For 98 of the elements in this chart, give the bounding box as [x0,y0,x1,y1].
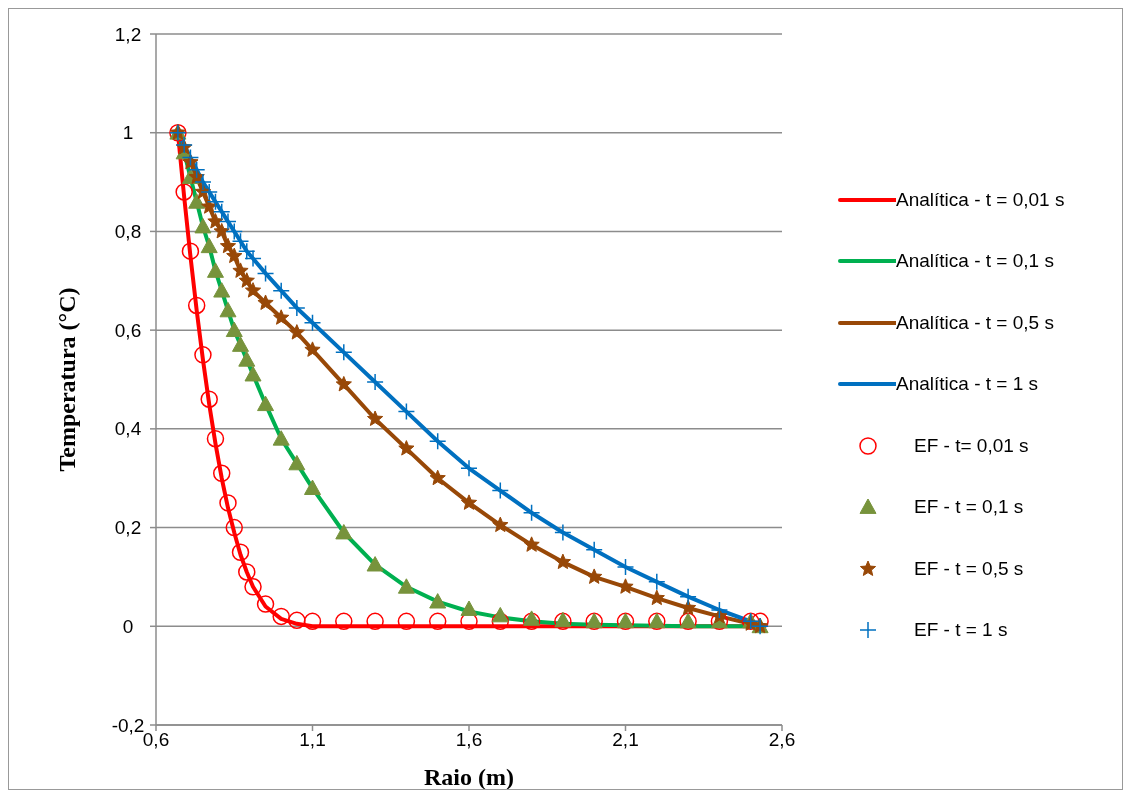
point [491,612,510,631]
point [398,440,415,456]
point [238,351,256,367]
point [554,553,572,570]
point [232,336,250,352]
point [428,432,447,450]
point [212,464,231,483]
point [187,296,206,315]
point [256,595,275,613]
x-tick-label: 1,1 [299,729,326,751]
point [554,523,572,542]
point [238,563,256,581]
point [429,469,446,486]
point [335,524,353,540]
y-tick-label: 0,8 [114,220,142,242]
point [523,610,541,626]
point [188,193,206,209]
point [213,282,231,298]
x-tick-label: 2,6 [768,729,796,751]
legend-label: EF - t = 0,5 s [914,557,1024,580]
point [181,242,200,260]
point [491,481,510,500]
point [206,262,224,278]
point [272,607,290,626]
point [273,309,290,325]
y-tick-label: 0,6 [114,319,142,341]
point [522,504,541,522]
legend-label: Analítica - t = 0,5 s [896,311,1054,334]
point [335,612,353,631]
point [200,237,218,254]
point [201,198,218,214]
point [366,410,384,426]
point [207,213,224,229]
point [219,237,237,254]
x-tick-label: 2,1 [612,729,639,751]
legend-label: Analítica - t = 1 s [896,373,1039,396]
point [288,454,306,471]
y-tick-label: 0 [122,615,134,637]
point [397,402,416,421]
point [213,222,230,239]
point [397,578,415,594]
point [492,516,509,533]
point [231,543,250,561]
point [244,578,262,596]
point [175,183,193,201]
point [522,612,541,631]
point [187,160,206,179]
point [194,346,212,364]
point [219,301,237,318]
point [226,247,243,264]
y-tick-label: 1 [122,122,134,144]
point [206,429,225,448]
point [397,612,416,631]
point [288,611,306,630]
point [335,375,352,392]
point [491,606,509,623]
legend-label: Analítica - t = 0,01 s [896,188,1065,211]
point [194,217,212,234]
point [304,341,321,357]
point [303,313,322,332]
legend-label: Analítica - t = 0,1 s [896,250,1054,273]
y-tick-label: 0,4 [114,418,142,440]
point [256,264,275,283]
point [366,612,384,631]
point [225,518,243,537]
point [288,324,305,340]
point [366,556,384,572]
point [257,294,274,310]
point [586,568,603,584]
point [225,321,243,338]
point [219,494,237,512]
point [428,612,447,631]
point [304,479,321,495]
point [200,390,218,408]
legend-label: EF - t= 0,01 s [914,434,1029,457]
point [429,593,447,609]
point [303,612,322,631]
point [272,430,290,446]
y-tick-label: -0,2 [111,714,145,736]
point [460,600,478,616]
point [181,148,200,167]
point [272,281,290,300]
point [232,262,249,278]
legend-label: EF - t = 0,1 s [914,496,1024,519]
point [335,343,353,362]
point [257,395,275,412]
legend-label: EF - t = 1 s [914,619,1008,642]
y-tick-label: 0,2 [114,517,142,539]
y-axis-title: Temperatura (°C) [53,287,80,472]
x-tick-label: 1,6 [455,729,483,751]
point [460,494,478,510]
point [523,536,540,552]
point [710,601,729,619]
point [244,366,262,382]
y-tick-label: 1,2 [114,23,142,45]
point [616,558,635,576]
point [238,272,255,288]
point [244,282,262,298]
